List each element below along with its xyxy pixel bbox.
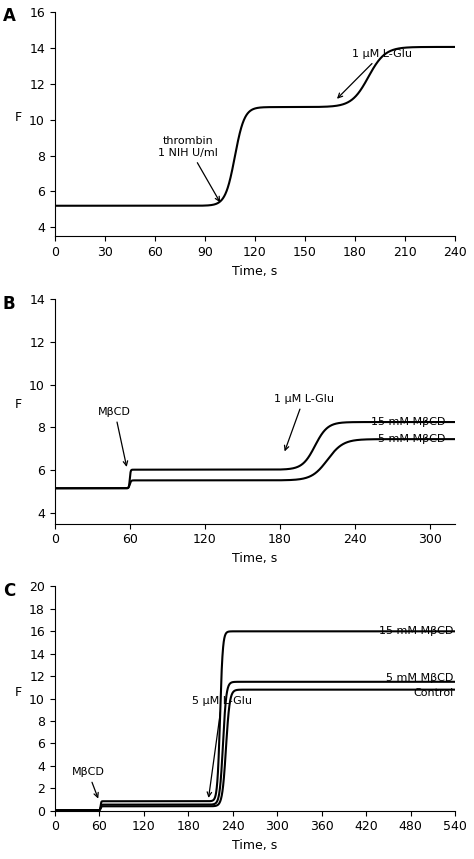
Text: thrombin
1 NIH U/ml: thrombin 1 NIH U/ml (158, 136, 219, 201)
Text: Control: Control (413, 688, 454, 698)
Text: A: A (3, 8, 16, 26)
Text: 1 μM L-Glu: 1 μM L-Glu (338, 49, 412, 98)
X-axis label: Time, s: Time, s (232, 265, 278, 277)
Text: 15 mM MβCD: 15 mM MβCD (379, 626, 454, 637)
Y-axis label: F: F (14, 399, 21, 411)
Text: 5 μM L-Glu: 5 μM L-Glu (192, 697, 252, 796)
Text: 5 mM MβCD: 5 mM MβCD (378, 434, 445, 444)
Y-axis label: F: F (14, 111, 21, 124)
X-axis label: Time, s: Time, s (232, 551, 278, 565)
Text: C: C (3, 582, 15, 600)
Text: 5 mM MβCD: 5 mM MβCD (386, 673, 454, 684)
Text: 15 mM MβCD: 15 mM MβCD (371, 417, 445, 427)
Text: MβCD: MβCD (98, 406, 131, 466)
Text: B: B (3, 295, 15, 313)
X-axis label: Time, s: Time, s (232, 839, 278, 852)
Y-axis label: F: F (14, 685, 21, 698)
Text: MβCD: MβCD (72, 767, 104, 797)
Text: 1 μM L-Glu: 1 μM L-Glu (273, 393, 334, 450)
